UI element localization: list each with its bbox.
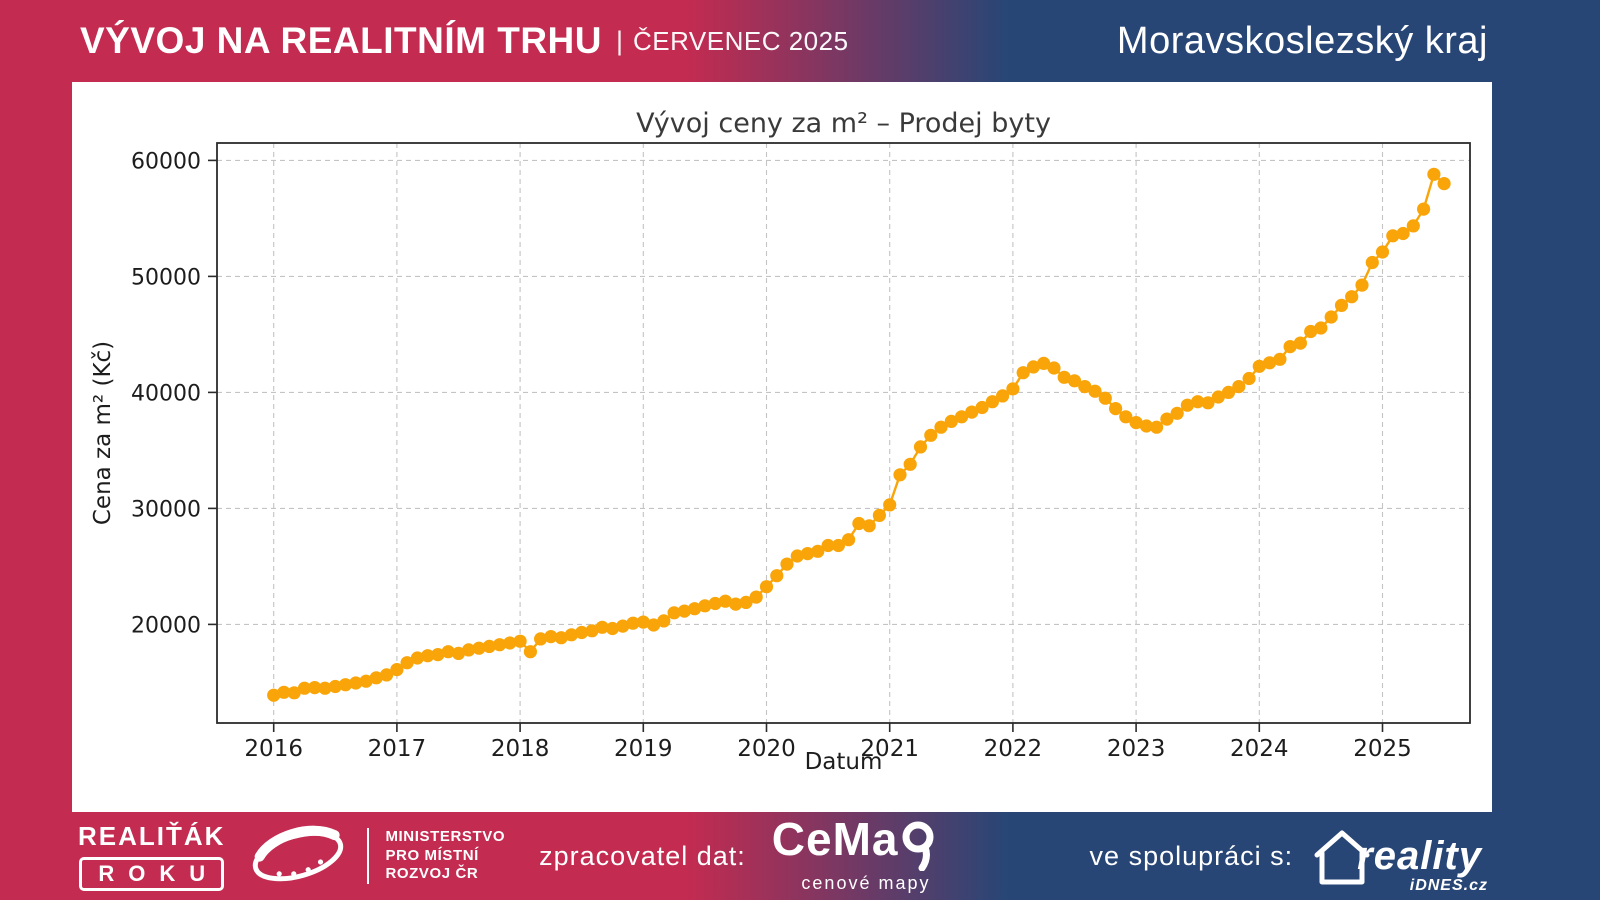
header: VÝVOJ NA REALITNÍM TRHU | ČERVENEC 2025 … — [0, 0, 1600, 82]
svg-text:2019: 2019 — [614, 736, 673, 762]
ministry-logo-text: MINISTERSTVO PRO MÍSTNÍ ROZVOJ ČR — [385, 828, 505, 884]
svg-text:50000: 50000 — [131, 265, 201, 290]
realitak-label: REALIŤÁK — [78, 821, 226, 851]
svg-text:2022: 2022 — [984, 736, 1043, 762]
provider-label: zpracovatel dat: — [539, 840, 746, 871]
svg-text:2023: 2023 — [1107, 736, 1166, 762]
svg-text:30000: 30000 — [131, 497, 201, 522]
svg-text:2018: 2018 — [491, 736, 550, 762]
footer-divider — [367, 828, 370, 884]
svg-text:2016: 2016 — [244, 736, 303, 762]
ministry-swoosh-icon — [253, 825, 344, 882]
realitak-roku-logo: REALIŤÁK ROKU — [78, 821, 225, 891]
idnes-label: iDNES.cz — [1409, 877, 1488, 894]
svg-text:Cena za m² (Kč): Cena za m² (Kč) — [90, 341, 116, 525]
svg-text:60000: 60000 — [131, 149, 201, 174]
ministry-line-3: ROZVOJ ČR — [385, 865, 479, 883]
svg-text:40000: 40000 — [131, 381, 201, 406]
data-provider: zpracovatel dat: CeMa cenové mapy — [539, 812, 937, 894]
partner-label: ve spolupráci s: — [1089, 840, 1294, 871]
chart-svg: 20000 30000 40000 50000 60000 2016 2017 2018 201… — [90, 108, 1471, 775]
map-pin-icon — [902, 821, 934, 871]
svg-text:20000: 20000 — [131, 613, 201, 638]
svg-text:Vývoj ceny za m² – Prodej byty: Vývoj ceny za m² – Prodej byty — [636, 108, 1051, 139]
page-title: VÝVOJ NA REALITNÍM TRHU — [80, 20, 602, 61]
svg-text:2017: 2017 — [368, 736, 427, 762]
region-label: Moravskoslezský kraj — [1116, 19, 1488, 62]
svg-text:Datum: Datum — [805, 749, 883, 775]
cemap-wordmark: CeMa — [771, 812, 899, 865]
cemap-subtitle: cenové mapy — [801, 872, 931, 893]
chart-panel: 20000 30000 40000 50000 60000 2016 2017 2018 201… — [72, 82, 1492, 812]
title-separator: | — [615, 25, 623, 56]
svg-text:2020: 2020 — [737, 736, 796, 762]
house-icon — [1314, 830, 1370, 885]
ministry-line-1: MINISTERSTVO — [385, 827, 506, 845]
reality-idnes-logo: reality iDNES.cz — [1311, 825, 1487, 894]
svg-text:2025: 2025 — [1353, 736, 1412, 762]
footer: REALIŤÁK ROKU MINISTERSTVO PRO MÍSTNÍ RO… — [0, 812, 1600, 900]
partner: ve spolupráci s: reality iDNES.cz — [1089, 825, 1487, 894]
period-label: ČERVENEC 2025 — [633, 25, 849, 56]
cemap-logo: CeMa cenové mapy — [771, 812, 937, 894]
svg-text:2024: 2024 — [1230, 736, 1289, 762]
svg-text:2021: 2021 — [860, 736, 919, 762]
ministry-line-2: PRO MÍSTNÍ — [385, 846, 479, 864]
reality-wordmark: reality — [1357, 833, 1482, 878]
roku-badge: ROKU — [79, 857, 225, 891]
